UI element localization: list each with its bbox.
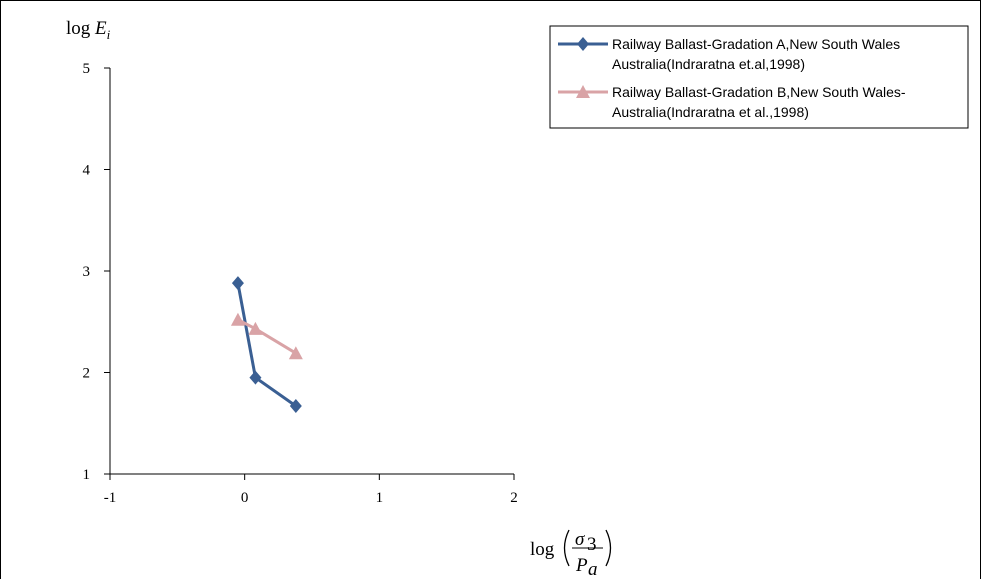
svg-text:a: a [588, 559, 598, 580]
legend-label: Australia(Indraratna et.al,1998) [612, 56, 805, 72]
series-gradation-a [231, 276, 302, 413]
legend-items: Railway Ballast-Gradation A,New South Wa… [558, 36, 906, 120]
y-tick-label: 5 [83, 61, 91, 77]
legend-swatch-marker [577, 37, 589, 51]
legend-box [549, 25, 969, 129]
legend-label: Australia(Indraratna et al.,1998) [612, 104, 809, 120]
x-axis-title: log σ 3 P a [530, 529, 612, 580]
plot-series [230, 276, 303, 413]
svg-text:3: 3 [587, 534, 597, 555]
data-point-marker [230, 312, 245, 326]
legend-item: Railway Ballast-Gradation B,New South Wa… [558, 84, 906, 120]
x-tick-label: 2 [510, 490, 518, 506]
svg-text:log: log [530, 539, 555, 560]
axes: -1 0 1 2 1 2 3 4 5 [83, 61, 518, 506]
data-point-marker [249, 370, 262, 385]
data-point-marker [288, 346, 303, 360]
y-tick-label: 4 [83, 163, 91, 179]
data-point-marker [289, 398, 302, 413]
legend-item: Railway Ballast-Gradation A,New South Wa… [558, 36, 900, 72]
y-tick-label: 2 [83, 366, 91, 382]
y-axis-title: log Ei [66, 18, 111, 42]
x-ticks: -1 0 1 2 [104, 474, 518, 506]
x-tick-label: 0 [241, 490, 249, 506]
series-line [236, 282, 297, 408]
y-tick-label: 3 [83, 264, 91, 280]
legend-label: Railway Ballast-Gradation B,New South Wa… [612, 84, 906, 100]
x-tick-label: 1 [376, 490, 384, 506]
data-point-marker [231, 276, 244, 291]
series-gradation-b [230, 312, 303, 360]
svg-text:P: P [575, 555, 588, 576]
x-tick-label: -1 [104, 490, 117, 506]
svg-text:σ: σ [575, 529, 585, 550]
y-tick-label: 1 [83, 467, 91, 483]
legend: Railway Ballast-Gradation A,New South Wa… [549, 25, 969, 129]
legend-label: Railway Ballast-Gradation A,New South Wa… [612, 36, 900, 52]
y-ticks: 1 2 3 4 5 [83, 61, 110, 483]
legend-swatch-marker [576, 85, 590, 98]
data-point-marker [248, 321, 263, 335]
